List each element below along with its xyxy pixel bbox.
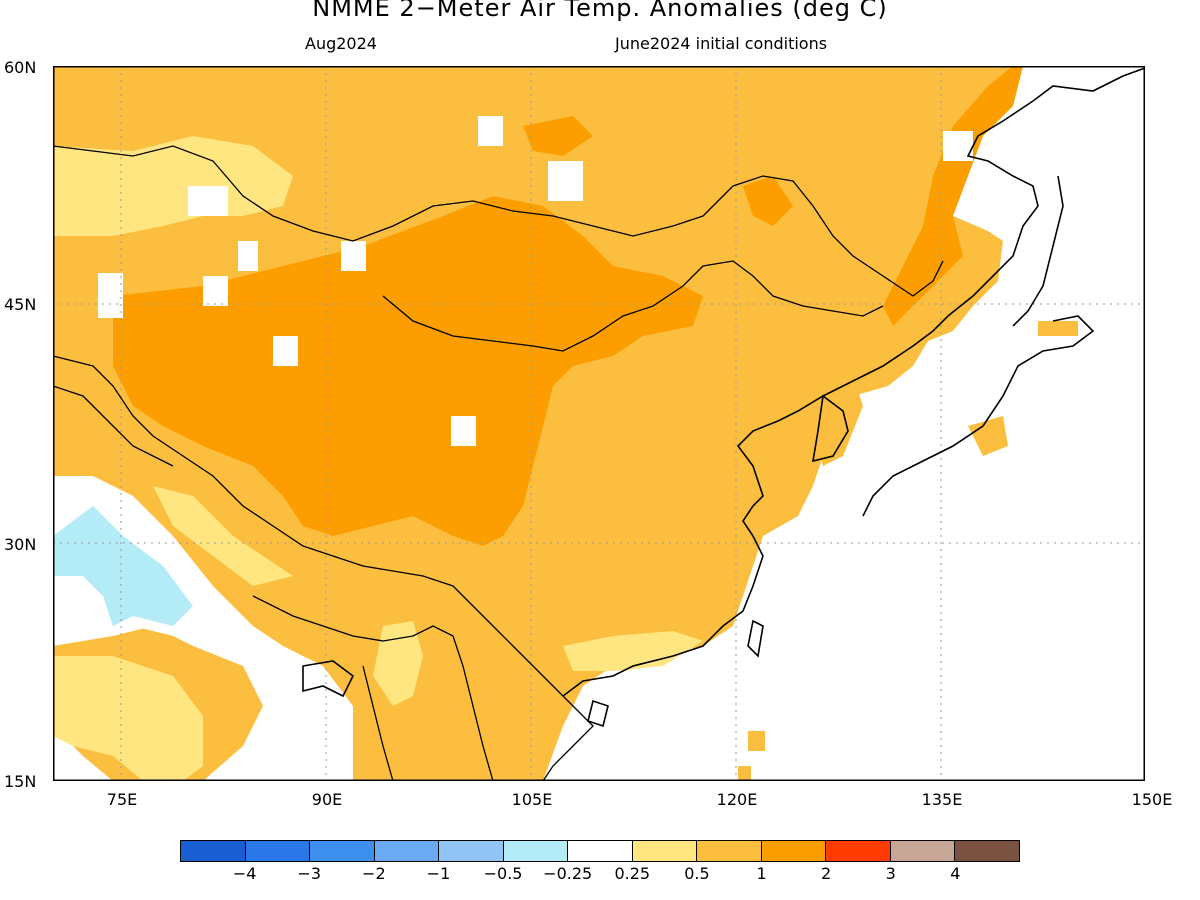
initial-conditions-label: June2024 initial conditions — [615, 34, 828, 53]
map-title: NMME 2−Meter Air Temp. Anomalies (deg C) — [312, 0, 888, 22]
near-normal-patch — [478, 116, 503, 146]
lat-label-15n: 15N — [4, 772, 37, 791]
near-normal-patch — [548, 161, 583, 201]
anomaly-region-0.25-0.5-west — [53, 136, 293, 236]
anomaly-region-japan — [968, 416, 1008, 456]
colorbar-tick-label: −2 — [362, 864, 386, 883]
colorbar-tick-label: 3 — [885, 864, 896, 883]
coastlines — [302, 67, 1145, 728]
colorbar-tick-label: −0.25 — [543, 864, 593, 883]
colorbar-tick-label: 0.25 — [614, 864, 651, 883]
lat-label-60n: 60N — [4, 58, 37, 77]
lat-label-30n: 30N — [4, 535, 37, 554]
lon-label-135e: 135E — [921, 790, 963, 809]
map-frame-border — [53, 66, 1145, 781]
colorbar-tick-label: 0.5 — [684, 864, 710, 883]
near-normal-patch — [451, 416, 476, 446]
colorbar-segment — [310, 841, 375, 861]
anomaly-region-1-2-central — [113, 196, 703, 546]
near-normal-patch — [203, 276, 228, 306]
colorbar-segment — [632, 841, 698, 861]
country-borders — [53, 145, 944, 781]
colorbar-segment — [697, 841, 762, 861]
anomaly-region-0.25-0.5-himalaya — [153, 486, 293, 586]
anomaly-region-1-2-mongolia-east — [743, 176, 793, 226]
lon-label-150e: 150E — [1131, 790, 1173, 809]
anomaly-region-hokkaido — [1038, 321, 1078, 336]
colorbar-segment — [568, 841, 633, 861]
colorbar-tick-label: −0.5 — [483, 864, 523, 883]
colorbar-segment — [439, 841, 504, 861]
anomaly-region-0.25-0.5-south-china — [563, 631, 703, 671]
lon-label-105e: 105E — [511, 790, 553, 809]
near-normal-patch — [188, 186, 228, 216]
near-normal-patch — [238, 241, 258, 271]
anomaly-region-1-2-northeast — [883, 66, 1023, 326]
lon-label-120e: 120E — [716, 790, 758, 809]
near-normal-patch — [273, 336, 298, 366]
anomaly-region-1-2-siberia — [523, 116, 593, 156]
colorbar-tick-label: 2 — [821, 864, 832, 883]
colorbar-segment — [245, 841, 311, 861]
anomaly-region-0.25-0.5-burma — [373, 621, 423, 706]
colorbar-tick-label: −3 — [297, 864, 322, 883]
anomaly-region-neg-0.25-neg-0.5 — [53, 506, 193, 626]
lon-label-90e: 90E — [311, 790, 343, 809]
colorbar-segment — [955, 841, 1019, 861]
colorbar-tick-label: 4 — [950, 864, 961, 883]
target-month-label: Aug2024 — [305, 34, 377, 53]
colorbar-segment — [374, 841, 440, 861]
anomaly-map — [53, 66, 1145, 781]
colorbar-segment — [761, 841, 827, 861]
colorbar-segment — [826, 841, 891, 861]
colorbar-segment — [181, 841, 246, 861]
colorbar — [180, 840, 1020, 862]
near-normal-patch — [98, 273, 123, 318]
anomaly-region-taiwan — [748, 731, 765, 751]
anomaly-region-0.25-0.5-india — [53, 656, 203, 781]
colorbar-tick-label: −4 — [232, 864, 257, 883]
lon-label-75e: 75E — [106, 790, 138, 809]
colorbar-segment — [890, 841, 956, 861]
lat-label-45n: 45N — [4, 295, 37, 314]
colorbar-tick-label: −1 — [426, 864, 451, 883]
near-normal-patch — [341, 241, 366, 271]
anomaly-region-luzon — [738, 766, 751, 781]
colorbar-segment — [503, 841, 569, 861]
colorbar-tick-label: 1 — [756, 864, 767, 883]
